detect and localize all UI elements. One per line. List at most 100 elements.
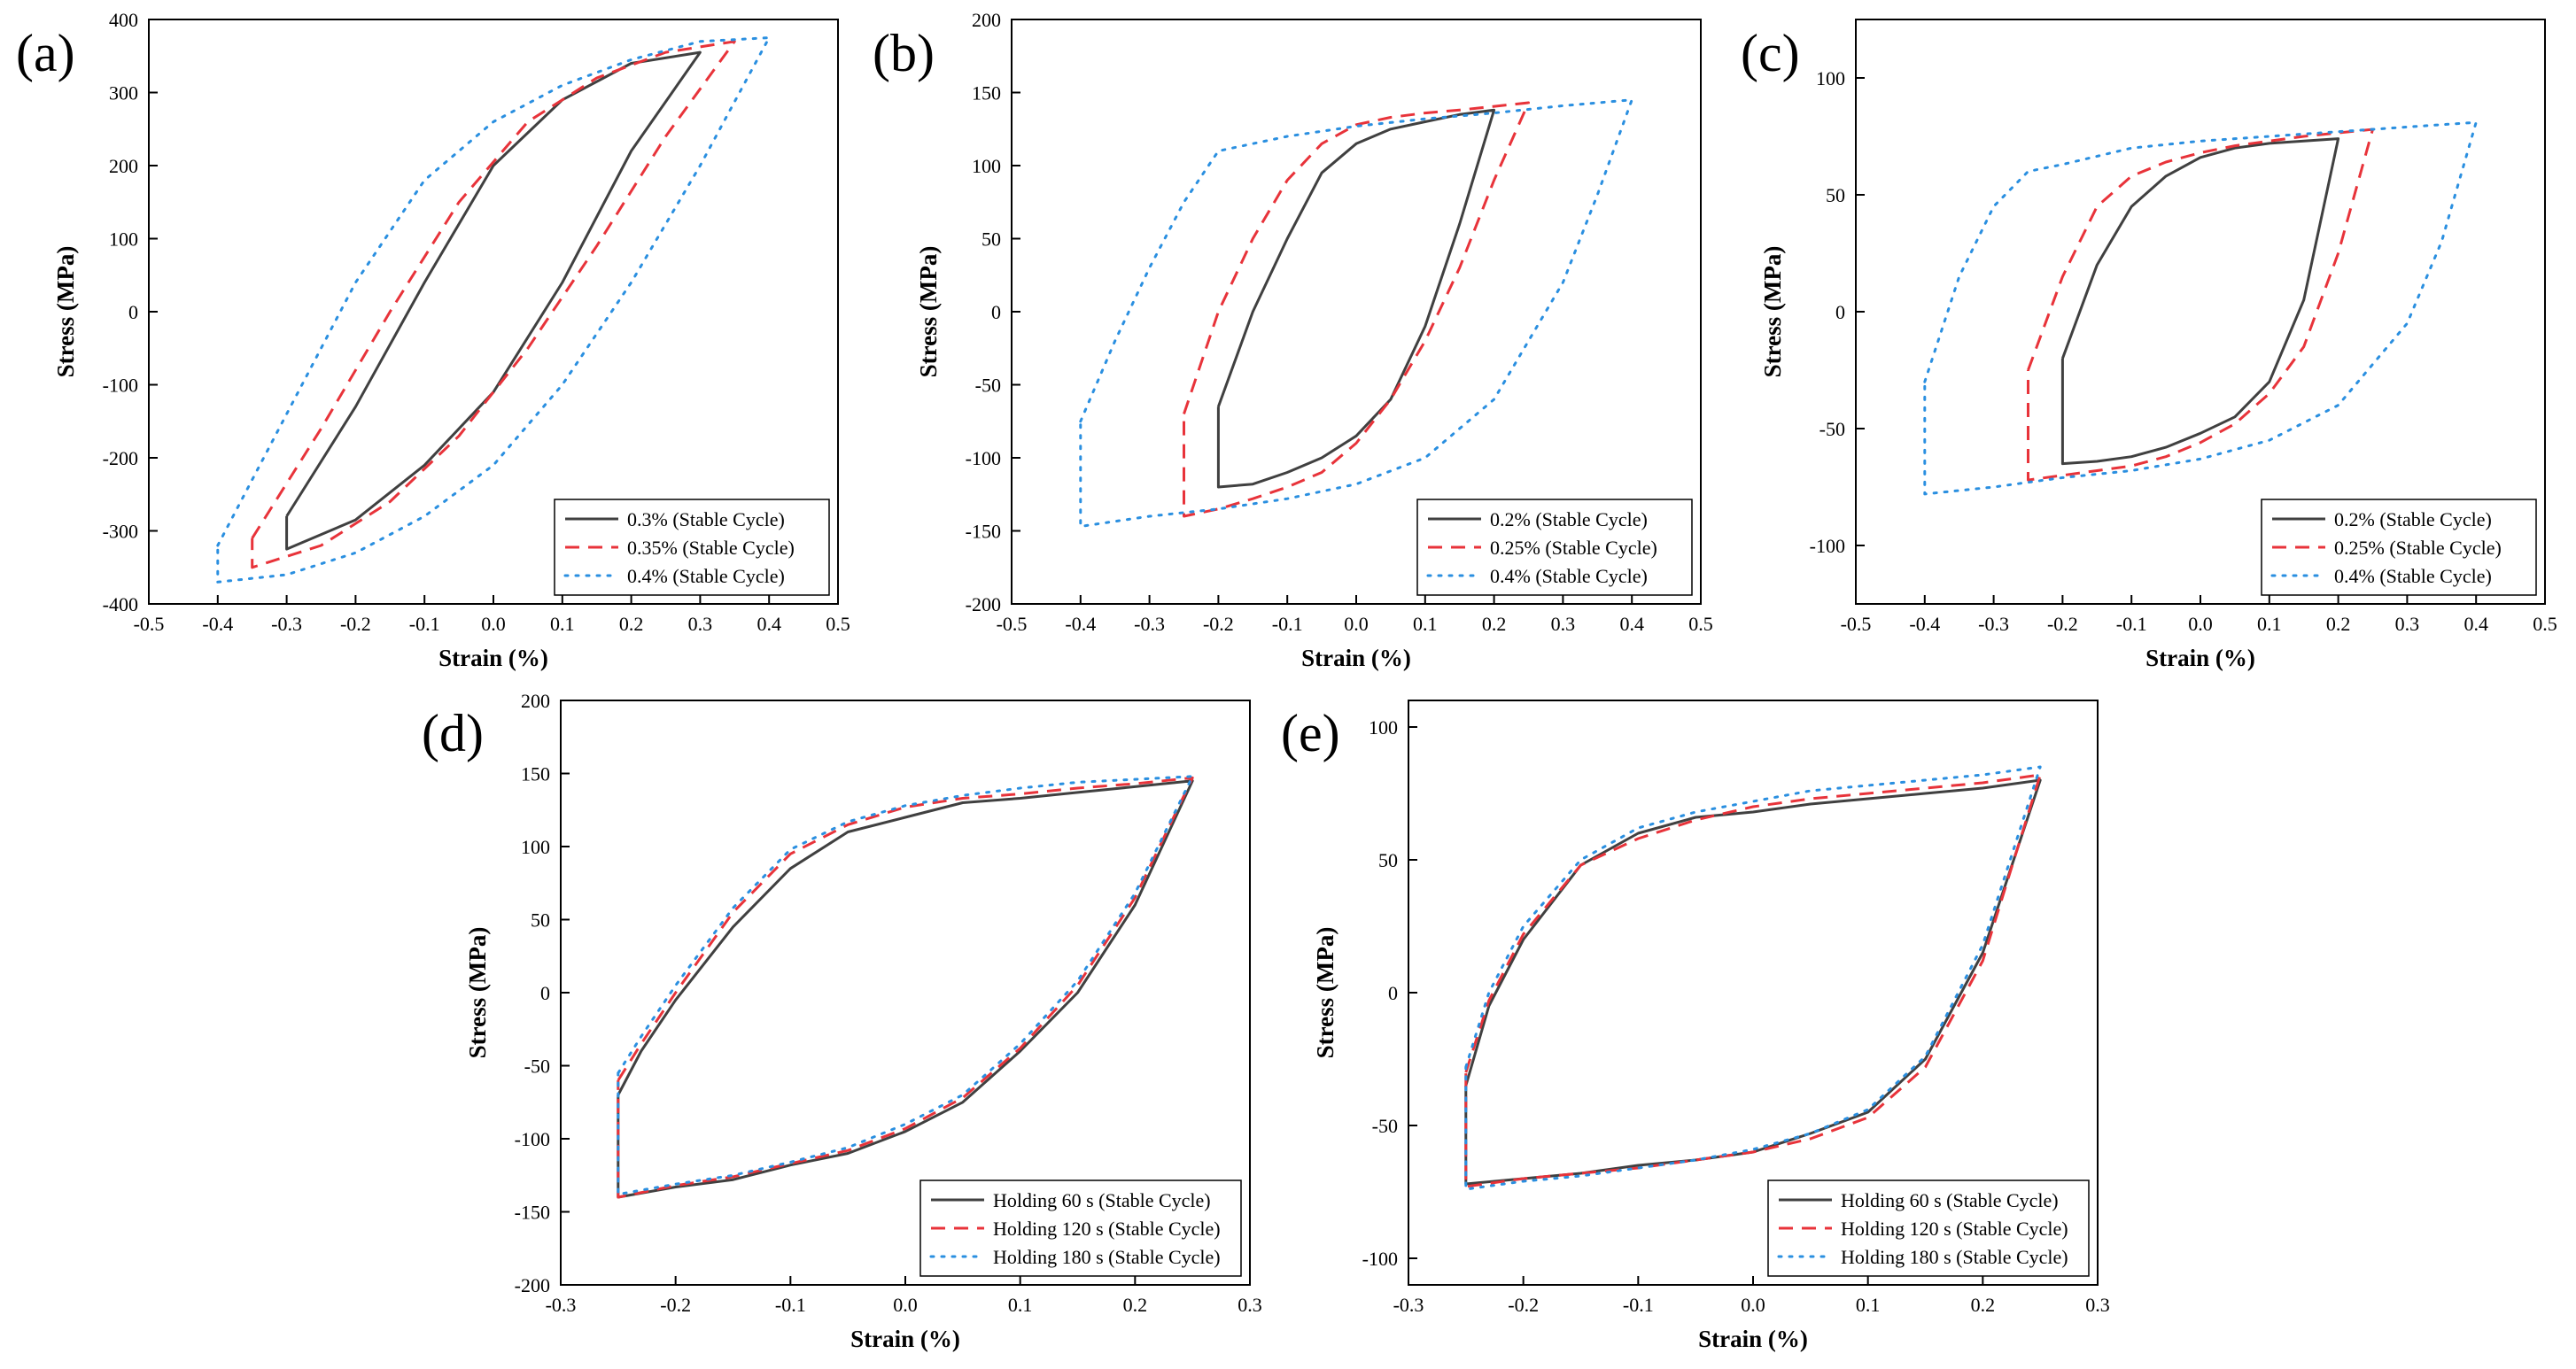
y-axis-label: Stress (MPa) <box>915 246 942 378</box>
y-tick-label: -200 <box>103 447 138 469</box>
x-tick-label: -0.2 <box>1508 1294 1539 1316</box>
series-line <box>2027 128 2374 482</box>
y-tick-label: 100 <box>109 228 138 251</box>
y-tick-label: -50 <box>524 1056 550 1078</box>
legend-entry: Holding 180 s (Stable Cycle) <box>993 1246 1221 1268</box>
legend-entry: 0.2% (Stable Cycle) <box>2334 508 2492 530</box>
panel-label: (e) <box>1281 704 1340 762</box>
y-tick-label: 150 <box>521 763 550 785</box>
legend-entry: 0.4% (Stable Cycle) <box>627 565 785 587</box>
legend-entry: Holding 120 s (Stable Cycle) <box>1841 1218 2068 1240</box>
x-tick-label: 0.1 <box>1413 613 1438 635</box>
x-tick-label: 0.0 <box>2188 613 2213 635</box>
x-tick-label: 0.2 <box>2326 613 2351 635</box>
x-tick-label: 0.0 <box>893 1294 918 1316</box>
legend-entry: Holding 120 s (Stable Cycle) <box>993 1218 1221 1240</box>
panel-label: (c) <box>1741 24 1800 82</box>
x-tick-label: -0.5 <box>1841 613 1872 635</box>
chart-panel: -0.3 -0.2 -0.1 0.0 0.1 0.2 0.3 -200 -150 -100 -50 0… <box>422 690 1262 1352</box>
series-line <box>1464 778 2042 1186</box>
x-tick-label: 0.1 <box>2257 613 2282 635</box>
legend: 0.2% (Stable Cycle) 0.25% (Stable Cycle) 0… <box>1416 499 1693 596</box>
legend-entry: 0.25% (Stable Cycle) <box>2334 537 2502 559</box>
series-line <box>617 779 1194 1199</box>
y-tick-label: 0 <box>1388 982 1398 1004</box>
x-tick-label: -0.4 <box>1065 613 1096 635</box>
x-tick-label: -0.2 <box>2047 613 2078 635</box>
x-tick-label: 0.3 <box>1238 1294 1262 1316</box>
x-tick-label: -0.5 <box>997 613 1028 635</box>
y-tick-label: -200 <box>515 1274 550 1296</box>
x-tick-label: 0.3 <box>2395 613 2420 635</box>
x-tick-label: 0.1 <box>1856 1294 1881 1316</box>
series-line <box>216 36 771 584</box>
x-tick-label: 0.3 <box>1551 613 1576 635</box>
x-tick-label: -0.2 <box>340 613 371 635</box>
y-tick-label: 200 <box>109 155 138 177</box>
y-tick-label: -100 <box>966 447 1001 469</box>
x-tick-label: -0.1 <box>1272 613 1303 635</box>
y-tick-label: -100 <box>1362 1248 1398 1270</box>
legend: 0.3% (Stable Cycle) 0.35% (Stable Cycle) 0… <box>554 499 830 596</box>
x-axis-label: Strain (%) <box>1698 1326 1808 1352</box>
y-tick-label: 100 <box>972 155 1001 177</box>
x-tick-label: 0.3 <box>688 613 713 635</box>
series-line <box>2060 137 2340 466</box>
chart-panel: -0.5 -0.4 -0.3 -0.2 -0.1 0.0 0.1 0.2 0.3 0.4 0.5 -4… <box>16 9 850 671</box>
y-tick-label: 0 <box>991 301 1001 323</box>
x-tick-label: -0.5 <box>134 613 165 635</box>
x-axis-label: Strain (%) <box>850 1326 960 1352</box>
x-tick-label: -0.1 <box>1623 1294 1654 1316</box>
legend-entry: Holding 60 s (Stable Cycle) <box>1841 1189 2059 1211</box>
series-line <box>285 50 702 551</box>
legend-box <box>1767 1180 2090 1277</box>
y-tick-label: 50 <box>531 909 550 932</box>
legend-entry: 0.4% (Stable Cycle) <box>1490 565 1648 587</box>
panel-label: (d) <box>422 704 484 762</box>
y-tick-label: -200 <box>966 593 1001 615</box>
x-tick-label: 0.2 <box>1971 1294 1996 1316</box>
x-tick-label: -0.2 <box>1203 613 1234 635</box>
series-line <box>1464 773 2042 1188</box>
y-tick-label: -100 <box>515 1128 550 1150</box>
series-line <box>617 776 1194 1199</box>
y-tick-label: -150 <box>515 1202 550 1224</box>
y-tick-label: 400 <box>109 9 138 31</box>
x-tick-label: 0.4 <box>1619 613 1644 635</box>
x-tick-label: -0.3 <box>1978 613 2009 635</box>
y-tick-label: 100 <box>521 836 550 858</box>
legend-entry: 0.2% (Stable Cycle) <box>1490 508 1648 530</box>
x-tick-label: 0.4 <box>2463 613 2488 635</box>
x-tick-label: -0.4 <box>1909 613 1940 635</box>
y-tick-label: 200 <box>972 9 1001 31</box>
legend: Holding 60 s (Stable Cycle) Holding 120 s… <box>919 1180 1242 1277</box>
panel-label: (a) <box>16 24 75 82</box>
y-tick-label: 50 <box>1378 849 1398 871</box>
legend-entry: 0.4% (Stable Cycle) <box>2334 565 2492 587</box>
x-tick-label: 0.4 <box>757 613 781 635</box>
y-tick-label: -150 <box>966 521 1001 543</box>
y-tick-label: 100 <box>1369 716 1398 739</box>
y-axis-label: Stress (MPa) <box>1759 246 1786 378</box>
y-tick-label: -50 <box>1819 418 1845 440</box>
y-tick-label: -100 <box>103 375 138 397</box>
x-tick-label: 0.1 <box>550 613 575 635</box>
x-tick-label: 0.2 <box>619 613 644 635</box>
y-tick-label: 0 <box>1835 301 1845 323</box>
legend: 0.2% (Stable Cycle) 0.25% (Stable Cycle) 0… <box>2261 499 2537 596</box>
x-tick-label: 0.0 <box>481 613 506 635</box>
y-tick-label: 0 <box>540 982 550 1004</box>
x-tick-label: 0.1 <box>1008 1294 1033 1316</box>
x-tick-label: 0.0 <box>1741 1294 1765 1316</box>
series-line <box>251 40 736 569</box>
series-line <box>617 775 1194 1196</box>
x-axis-label: Strain (%) <box>438 645 548 671</box>
chart-panel: -0.5 -0.4 -0.3 -0.2 -0.1 0.0 0.1 0.2 0.3 0.4 0.5 -1… <box>1741 19 2557 671</box>
x-tick-label: -0.3 <box>546 1294 577 1316</box>
x-tick-label: 0.2 <box>1123 1294 1148 1316</box>
series-line <box>1216 108 1496 489</box>
y-axis-label: Stress (MPa) <box>52 246 79 378</box>
legend-entry: Holding 60 s (Stable Cycle) <box>993 1189 1211 1211</box>
y-axis-label: Stress (MPa) <box>464 927 491 1059</box>
